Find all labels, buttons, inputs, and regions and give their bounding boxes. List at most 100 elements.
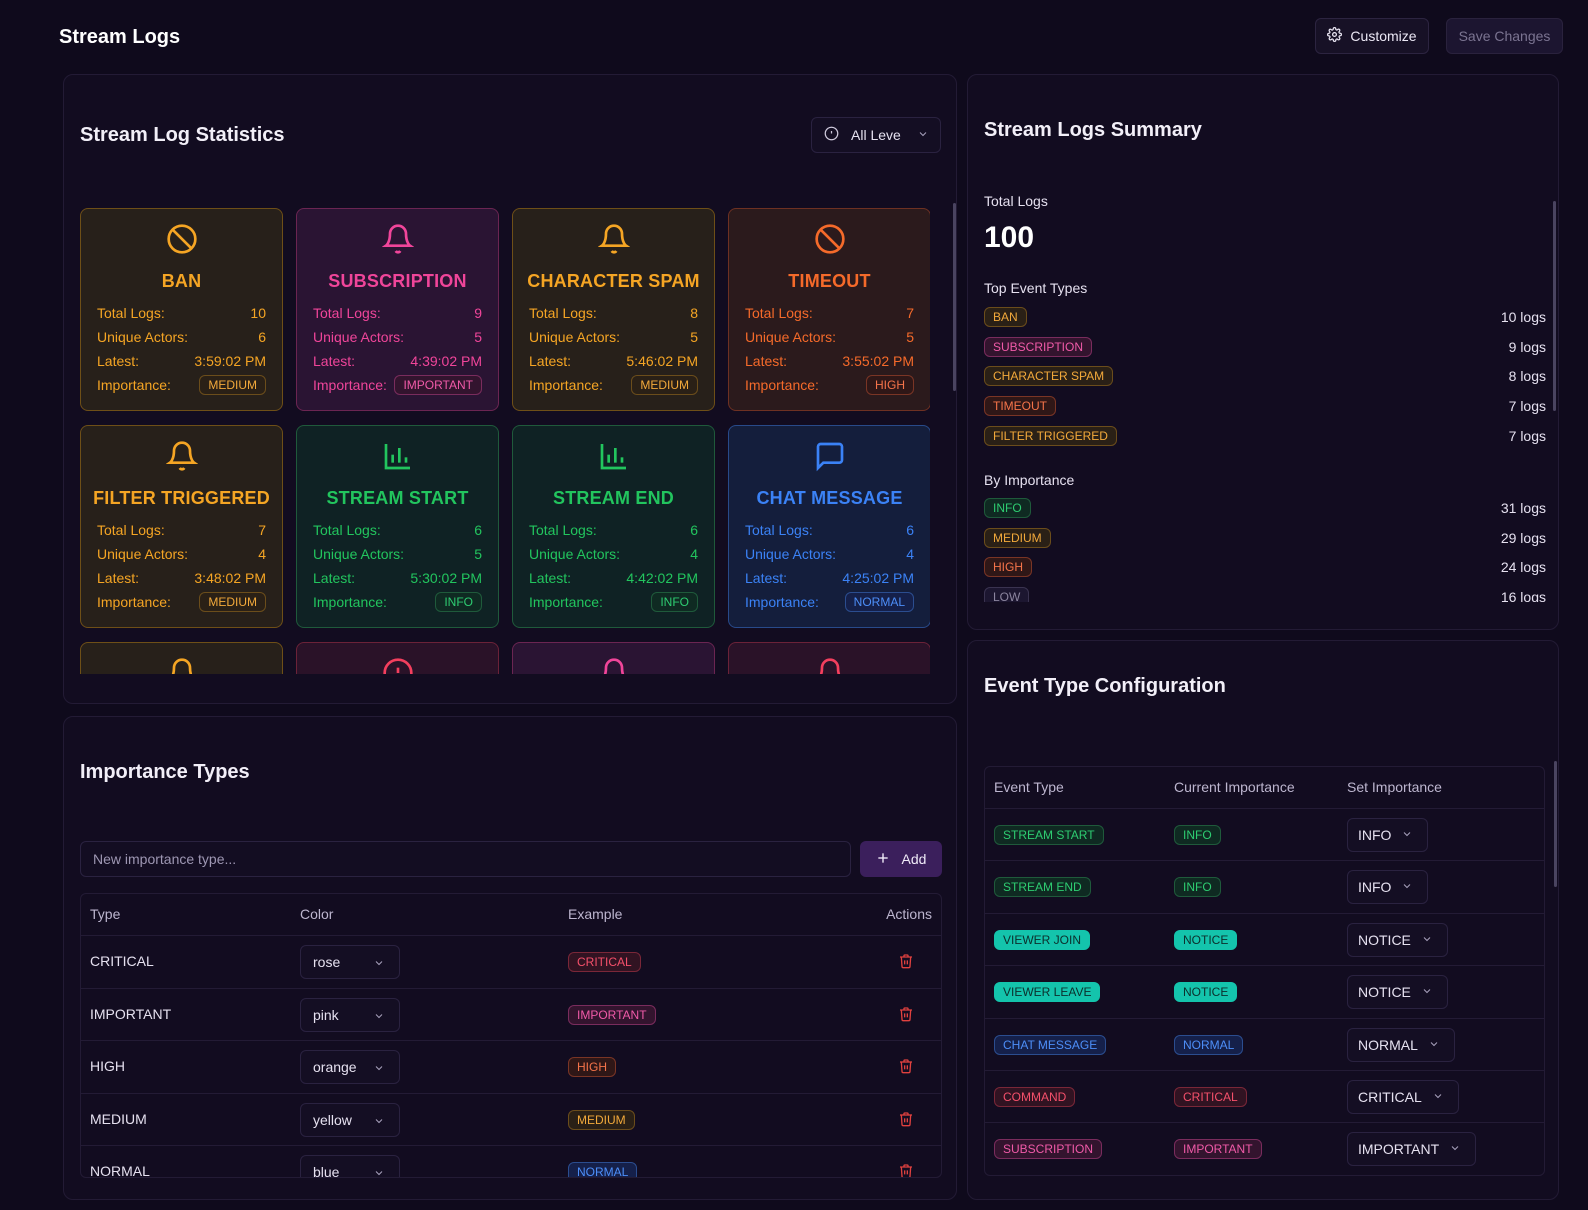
new-importance-type-input[interactable] — [80, 841, 851, 877]
customize-button[interactable]: Customize — [1315, 18, 1429, 54]
importance-type-name: HIGH — [90, 1058, 125, 1074]
stat-row: Unique Actors: 4 — [745, 544, 914, 564]
event-type-badge: SUBSCRIPTION — [994, 1139, 1103, 1160]
stat-value: 4 — [690, 546, 698, 562]
stat-card[interactable] — [512, 642, 715, 674]
color-select[interactable]: blue — [300, 1155, 400, 1177]
stat-card[interactable]: TIMEOUT Total Logs: 7 Unique Actors: 5 Latest… — [728, 208, 930, 411]
color-select[interactable]: pink — [300, 997, 400, 1032]
trash-icon[interactable] — [898, 1111, 914, 1130]
stat-row: Unique Actors: 4 — [529, 544, 698, 564]
stream-logs-summary-panel: Stream Logs Summary Total Logs 100 Top E… — [967, 74, 1559, 630]
color-select[interactable]: yellow — [300, 1102, 400, 1137]
add-importance-button[interactable]: Add — [860, 841, 942, 877]
stat-card[interactable] — [80, 642, 283, 674]
stat-row: Total Logs: 8 — [529, 303, 698, 323]
chevron-down-icon — [373, 1061, 385, 1077]
importance-count: 24 logs — [1500, 559, 1546, 576]
current-importance-badge: INFO — [1174, 877, 1221, 898]
set-importance-select[interactable]: NOTICE — [1347, 975, 1448, 1010]
stat-label: Latest: — [745, 570, 788, 586]
stats-cards-grid[interactable]: BAN Total Logs: 10 Unique Actors: 6 Latest: 3:… — [80, 208, 930, 674]
set-importance-select[interactable]: CRITICAL — [1347, 1080, 1459, 1114]
top-event-row: FILTER TRIGGERED 7 logs — [984, 424, 1546, 448]
stat-card-title: TIMEOUT — [788, 271, 871, 291]
stat-label: Importance: — [745, 377, 819, 393]
event-type-badge: VIEWER JOIN — [994, 929, 1091, 950]
event-config-scrollbar[interactable] — [1554, 761, 1557, 887]
stat-card[interactable]: STREAM END Total Logs: 6 Unique Actors: 4 Lat… — [512, 425, 715, 628]
stat-row: Importance: MEDIUM — [97, 592, 266, 612]
stat-label: Total Logs: — [97, 522, 165, 538]
stat-label: Importance: — [529, 377, 603, 393]
stat-label: Unique Actors: — [313, 329, 405, 345]
stat-value: 5:30:02 PM — [410, 570, 482, 586]
trash-icon[interactable] — [898, 1163, 914, 1177]
stats-title: Stream Log Statistics — [80, 124, 285, 146]
column-type: Type — [90, 906, 121, 922]
stat-card-title: FILTER TRIGGERED — [93, 488, 270, 508]
bell-icon — [81, 440, 282, 474]
stat-card[interactable] — [728, 642, 930, 674]
importance-badge: MEDIUM — [984, 527, 1051, 548]
level-filter-value: All Leve — [851, 127, 901, 143]
ban-icon — [81, 223, 282, 257]
importance-summary-row: MEDIUM 29 logs — [984, 526, 1546, 550]
importance-badge: HIGH — [866, 375, 914, 395]
set-importance-select[interactable]: NORMAL — [1347, 1027, 1455, 1062]
set-importance-select[interactable]: IMPORTANT — [1347, 1132, 1477, 1167]
event-type-badge: CHAT MESSAGE — [994, 1034, 1107, 1055]
importance-type-name: MEDIUM — [90, 1110, 147, 1127]
stat-card-title: STREAM END — [552, 488, 674, 508]
stat-card-title: BAN — [161, 271, 202, 291]
stat-value: 9 — [474, 305, 482, 321]
stat-card[interactable]: BAN Total Logs: 10 Unique Actors: 6 Latest: 3:… — [80, 208, 283, 411]
stat-value: 4:39:02 PM — [410, 353, 482, 369]
trash-icon[interactable] — [898, 953, 914, 972]
stat-row: Importance: HIGH — [745, 375, 914, 395]
stat-row: Importance: INFO — [529, 592, 698, 612]
column-example: Example — [568, 906, 623, 922]
stat-row: Latest: 5:46:02 PM — [529, 351, 698, 371]
save-changes-button[interactable]: Save Changes — [1446, 18, 1563, 54]
stat-card[interactable]: STREAM START Total Logs: 6 Unique Actors: 5 L… — [296, 425, 499, 628]
stat-card[interactable]: CHARACTER SPAM Total Logs: 8 Unique Actors:… — [512, 208, 715, 411]
current-importance-badge: NORMAL — [1174, 1034, 1244, 1055]
event-badge: FILTER TRIGGERED — [984, 425, 1117, 446]
color-select[interactable]: orange — [300, 1050, 400, 1084]
summary-scrollbar[interactable] — [1553, 201, 1556, 411]
stat-value: 5 — [474, 329, 482, 345]
color-select[interactable]: rose — [300, 945, 400, 979]
trash-icon[interactable] — [898, 1058, 914, 1077]
stat-card[interactable]: SUBSCRIPTION Total Logs: 9 Unique Actors: 5 L… — [296, 208, 499, 411]
example-badge: MEDIUM — [568, 1109, 635, 1130]
level-filter-select[interactable]: All Leve — [811, 117, 941, 153]
trash-icon[interactable] — [898, 1006, 914, 1025]
stat-row: Importance: NORMAL — [745, 592, 914, 612]
set-importance-select[interactable]: INFO — [1347, 818, 1429, 852]
gear-icon — [1327, 27, 1343, 45]
bell-icon — [513, 657, 714, 674]
set-importance-select[interactable]: NOTICE — [1347, 922, 1448, 957]
stat-card[interactable]: FILTER TRIGGERED Total Logs: 7 Unique Actor… — [80, 425, 283, 628]
table-row: VIEWER LEAVE NOTICE NOTICE — [985, 965, 1544, 1018]
stat-row: Importance: IMPORTANT — [313, 375, 482, 395]
stat-card-title: SUBSCRIPTION — [328, 271, 467, 291]
stat-row: Total Logs: 6 — [529, 520, 698, 540]
table-row: CHAT MESSAGE NORMAL NORMAL — [985, 1017, 1544, 1071]
stat-card[interactable]: CHAT MESSAGE Total Logs: 6 Unique Actors: 4 L… — [728, 425, 930, 628]
stat-card[interactable] — [296, 642, 499, 674]
chevron-down-icon — [917, 127, 929, 143]
importance-badge: NORMAL — [844, 592, 914, 612]
stat-value: 4 — [258, 546, 266, 562]
page-title: Stream Logs — [59, 26, 181, 48]
stat-label: Importance: — [313, 594, 387, 610]
set-importance-select[interactable]: INFO — [1347, 870, 1429, 905]
stat-row: Unique Actors: 4 — [97, 544, 266, 564]
importance-count: 16 logs — [1500, 589, 1546, 602]
alert-circle-icon — [297, 657, 498, 674]
stat-label: Unique Actors: — [745, 329, 837, 345]
stat-value: 5 — [690, 329, 698, 345]
stats-scrollbar[interactable] — [953, 203, 956, 391]
stat-value: 6 — [690, 522, 698, 538]
